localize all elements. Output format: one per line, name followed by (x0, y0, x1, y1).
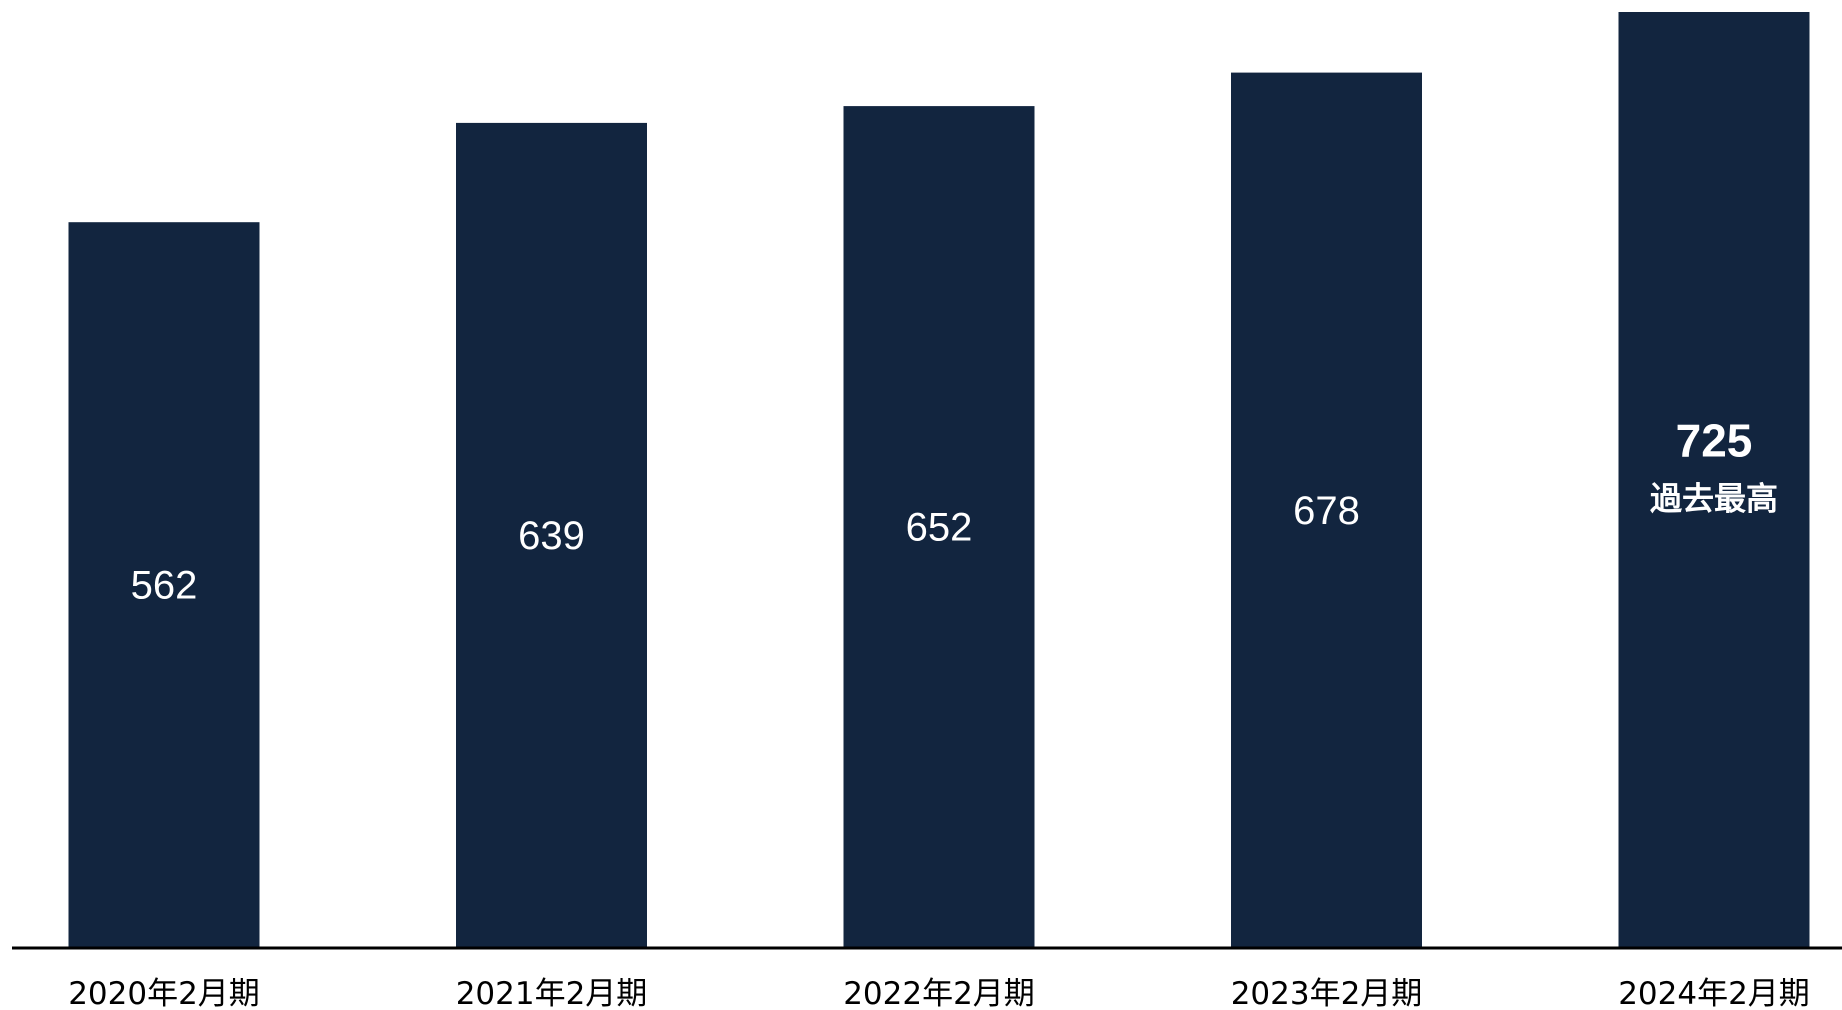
data-label-5: 725 (1676, 415, 1753, 467)
x-tick-label-1: 2020年2月期 (68, 976, 260, 1010)
x-tick-label-2: 2021年2月期 (456, 976, 648, 1010)
data-label-4: 678 (1293, 489, 1360, 533)
bar-5 (1618, 12, 1810, 947)
bar-2 (456, 122, 647, 947)
bar-4 (1231, 72, 1422, 948)
x-tick-label-4: 2023年2月期 (1231, 976, 1423, 1010)
data-label-1: 562 (131, 564, 198, 608)
record-high-annotation: 過去最高 (1650, 480, 1778, 518)
x-axis-tick-labels: 2020年2月期 2021年2月期 2022年2月期 2023年2月期 2024年2月期 (68, 976, 1810, 1010)
x-tick-label-3: 2022年2月期 (843, 976, 1035, 1010)
bar-1 (68, 222, 260, 947)
x-tick-label-5: 2024年2月期 (1618, 976, 1810, 1010)
bars-layer (68, 12, 1810, 948)
bar-3 (843, 106, 1035, 948)
data-label-2: 639 (518, 514, 585, 558)
data-label-3: 652 (906, 506, 973, 550)
data-labels-layer: 562 639 652 678 725 過去最高 (131, 415, 1778, 608)
